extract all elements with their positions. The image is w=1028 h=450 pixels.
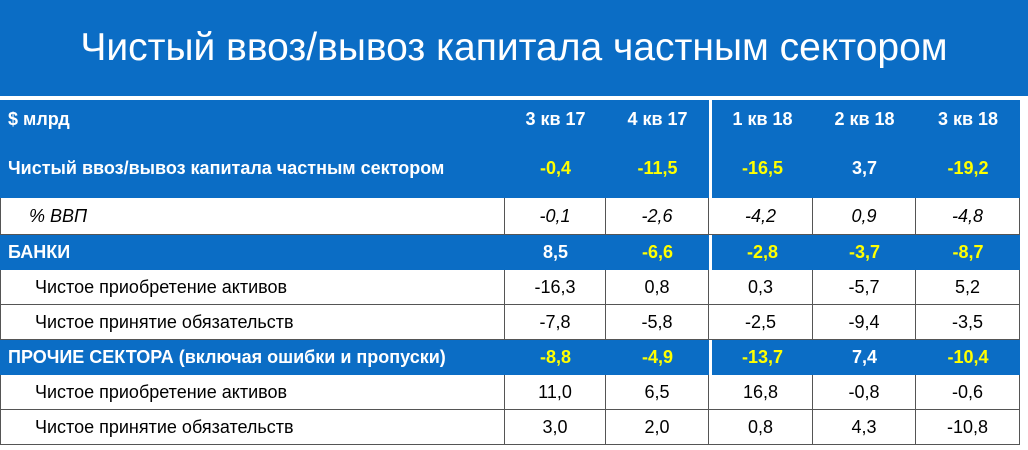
value-cell: -7,8 [505,305,606,340]
value-cell: -11,5 [606,138,709,198]
value-cell: -0,1 [505,198,606,235]
value-cell: 3,7 [813,138,916,198]
value-cell: -16,3 [505,270,606,305]
unit-header: $ млрд [0,100,505,138]
value-cell: -8,8 [505,340,606,375]
row-label: БАНКИ [0,235,505,270]
value-cell: 2,0 [606,410,709,445]
row-label: Чистое принятие обязательств [0,410,505,445]
row-label: Чистое приобретение активов [0,375,505,410]
column-header: 4 кв 17 [606,100,709,138]
column-header: 1 кв 18 [709,100,813,138]
value-cell: -10,8 [916,410,1020,445]
value-cell: 0,9 [813,198,916,235]
value-cell: -8,7 [916,235,1020,270]
value-cell: -0,4 [505,138,606,198]
value-cell: 3,0 [505,410,606,445]
value-cell: 0,3 [709,270,813,305]
value-cell: -3,5 [916,305,1020,340]
value-cell: -2,6 [606,198,709,235]
value-cell: -19,2 [916,138,1020,198]
column-header: 3 кв 18 [916,100,1020,138]
value-cell: -3,7 [813,235,916,270]
value-cell: -13,7 [709,340,813,375]
title: Чистый ввоз/вывоз капитала частным секто… [0,0,1028,96]
value-cell: 0,8 [606,270,709,305]
value-cell: -5,7 [813,270,916,305]
row-label: Чистое принятие обязательств [0,305,505,340]
row-label: Чистый ввоз/вывоз капитала частным секто… [0,138,505,198]
value-cell: -6,6 [606,235,709,270]
row-label: % ВВП [0,198,505,235]
value-cell: 7,4 [813,340,916,375]
value-cell: -0,8 [813,375,916,410]
value-cell: 16,8 [709,375,813,410]
value-cell: -10,4 [916,340,1020,375]
row-label: ПРОЧИЕ СЕКТОРА (включая ошибки и пропуск… [0,340,505,375]
value-cell: 11,0 [505,375,606,410]
column-header: 3 кв 17 [505,100,606,138]
value-cell: -5,8 [606,305,709,340]
value-cell: -2,5 [709,305,813,340]
value-cell: -4,9 [606,340,709,375]
value-cell: 0,8 [709,410,813,445]
value-cell: -2,8 [709,235,813,270]
value-cell: -16,5 [709,138,813,198]
value-cell: 6,5 [606,375,709,410]
value-cell: 4,3 [813,410,916,445]
value-cell: -0,6 [916,375,1020,410]
value-cell: -4,2 [709,198,813,235]
value-cell: -9,4 [813,305,916,340]
column-header: 2 кв 18 [813,100,916,138]
value-cell: -4,8 [916,198,1020,235]
value-cell: 5,2 [916,270,1020,305]
value-cell: 8,5 [505,235,606,270]
row-label: Чистое приобретение активов [0,270,505,305]
